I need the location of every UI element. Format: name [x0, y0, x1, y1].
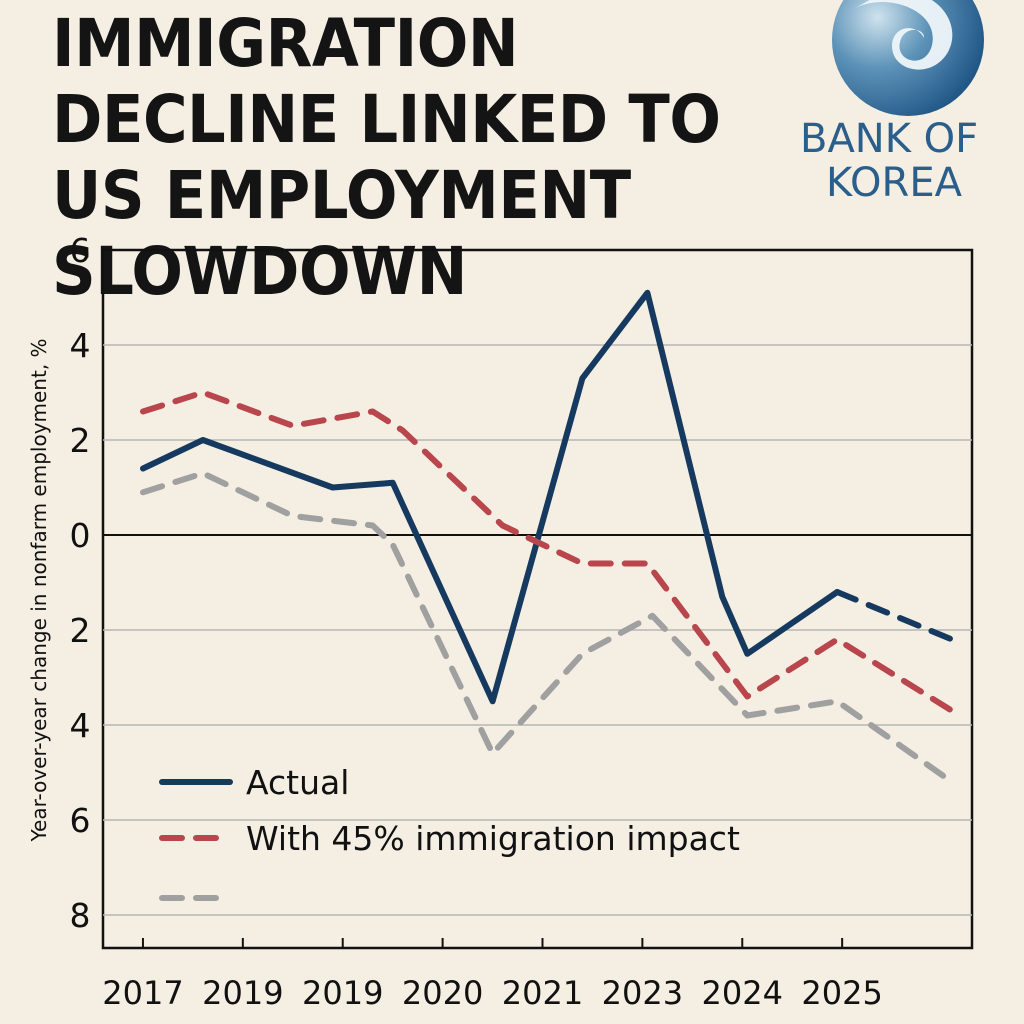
- legend-label-0: Actual: [246, 763, 349, 802]
- logo-text-line-1: BANK OF: [800, 116, 979, 162]
- gridlines: [101, 248, 974, 950]
- y-tick-label: 2: [70, 611, 91, 650]
- x-axis: 2017 2019 2019 2020 2021 2023 2024 2025: [102, 938, 883, 1012]
- bank-of-korea-logo: [832, 0, 984, 116]
- legend: Actual With 45% immigration impact: [159, 763, 740, 901]
- series-line-3: [140, 470, 955, 785]
- y-tick-label: 4: [70, 326, 91, 365]
- series-line-1: [834, 589, 955, 643]
- y-tick-label: 4: [70, 706, 91, 745]
- y-axis-tick-labels: 6 4 2 0 2 4 6 8: [70, 231, 91, 935]
- logo-emblem-icon: [832, 0, 984, 116]
- y-tick-label: 6: [70, 231, 91, 270]
- x-tick-label: 2023: [602, 974, 683, 1012]
- x-tick-label: 2020: [402, 974, 483, 1012]
- y-tick-label: 6: [70, 801, 91, 840]
- chart-title: IMMIGRATION DECLINE LINKED TO US EMPLOYM…: [52, 5, 721, 310]
- logo-text-line-2: KOREA: [826, 160, 962, 206]
- y-tick-label: 8: [70, 896, 91, 935]
- x-tick-label: 2019: [202, 974, 283, 1012]
- x-tick-label: 2025: [801, 974, 882, 1012]
- x-tick-label: 2017: [102, 974, 183, 1012]
- x-tick-label: 2021: [502, 974, 583, 1012]
- plot-frame: [101, 248, 974, 950]
- series-lines: [140, 289, 955, 785]
- legend-label-1: With 45% immigration impact: [246, 819, 740, 858]
- y-tick-label: 2: [70, 421, 91, 460]
- series-line-2: [140, 389, 955, 714]
- x-tick-label: 2019: [302, 974, 383, 1012]
- x-tick-label: 2024: [702, 974, 783, 1012]
- y-tick-label: 0: [70, 516, 91, 555]
- y-axis-label: Year-over-year change in nonfarm employm…: [27, 338, 51, 842]
